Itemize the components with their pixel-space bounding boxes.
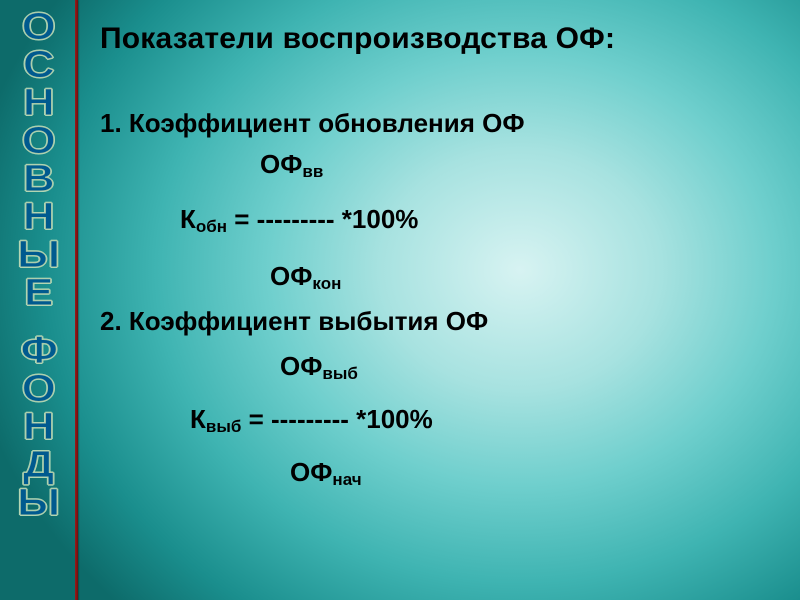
coef-base: К bbox=[180, 204, 196, 234]
numerator-sub: выб bbox=[322, 364, 357, 383]
sidebar-letter: Ф bbox=[20, 332, 57, 370]
sidebar-letter: Д bbox=[23, 446, 54, 484]
item1-equation: Кобн = --------- *100% bbox=[100, 204, 780, 235]
item1-heading: 1. Коэффициент обновления ОФ bbox=[100, 108, 780, 139]
numerator-sub: вв bbox=[302, 162, 323, 181]
sidebar-letter: Ы bbox=[18, 236, 61, 274]
item1-numerator: ОФвв bbox=[100, 149, 780, 180]
denominator-base: ОФ bbox=[270, 261, 312, 291]
sidebar-letter: Н bbox=[23, 84, 55, 122]
sidebar-letter: Ы bbox=[18, 484, 61, 522]
eq-rest: = --------- *100% bbox=[241, 404, 432, 434]
eq-rest: = --------- *100% bbox=[227, 204, 418, 234]
item2-denominator: ОФнач bbox=[100, 457, 780, 488]
sidebar-letter: С bbox=[23, 46, 55, 84]
coef-base: К bbox=[190, 404, 206, 434]
coef-sub: выб bbox=[206, 417, 241, 436]
slide-title: Показатели воспроизводства ОФ: bbox=[100, 22, 780, 56]
item2-equation: Квыб = --------- *100% bbox=[100, 404, 780, 435]
denominator-base: ОФ bbox=[290, 457, 332, 487]
sidebar-letter: В bbox=[23, 160, 55, 198]
item2-heading: 2. Коэффициент выбытия ОФ bbox=[100, 306, 780, 337]
denominator-sub: нач bbox=[332, 470, 361, 489]
sidebar-letter: О bbox=[22, 122, 56, 160]
sidebar-letter: О bbox=[22, 8, 56, 46]
item1-denominator: ОФкон bbox=[100, 261, 780, 292]
sidebar-vertical-title: О С Н О В Н Ы Е Ф О Н Д Ы bbox=[0, 0, 78, 600]
item2-numerator: ОФвыб bbox=[100, 351, 780, 382]
coef-sub: обн bbox=[196, 217, 227, 236]
sidebar-letter: О bbox=[22, 370, 56, 408]
content-area: Показатели воспроизводства ОФ: 1. Коэффи… bbox=[100, 0, 780, 488]
numerator-base: ОФ bbox=[280, 351, 322, 381]
sidebar-letter: Е bbox=[24, 274, 53, 312]
sidebar-letter: Н bbox=[23, 408, 55, 446]
sidebar-letter: Н bbox=[23, 198, 55, 236]
numerator-base: ОФ bbox=[260, 149, 302, 179]
slide: О С Н О В Н Ы Е Ф О Н Д Ы Показатели вос… bbox=[0, 0, 800, 600]
denominator-sub: кон bbox=[312, 274, 341, 293]
